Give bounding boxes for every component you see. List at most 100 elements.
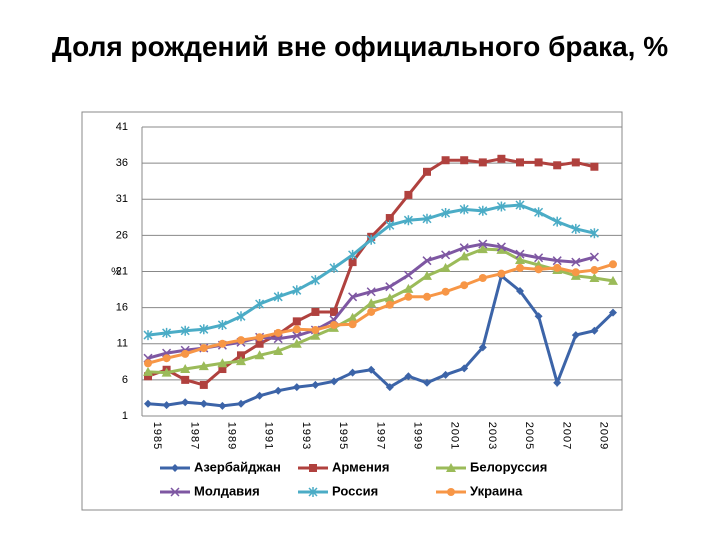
data-point	[385, 383, 394, 392]
data-point	[236, 356, 246, 366]
data-point	[366, 287, 376, 297]
data-point	[478, 205, 488, 216]
data-point	[496, 201, 506, 212]
data-point	[516, 263, 524, 272]
x-tick-label: 2005	[523, 422, 535, 450]
data-point	[348, 292, 358, 302]
data-point	[254, 350, 265, 360]
data-point	[199, 380, 208, 389]
x-tick-label: 1985	[151, 422, 163, 450]
data-point	[384, 293, 395, 303]
data-point	[589, 228, 599, 239]
data-point	[515, 254, 525, 264]
data-point	[534, 312, 543, 321]
data-point	[515, 249, 525, 259]
data-point	[292, 285, 302, 296]
data-point	[162, 327, 172, 338]
data-point	[460, 281, 469, 290]
chart-frame	[81, 111, 623, 511]
legend-label: Украина	[470, 483, 523, 498]
data-point	[534, 158, 543, 167]
data-point	[292, 331, 302, 341]
y-tick-label: 26	[116, 229, 128, 241]
data-point	[497, 154, 506, 163]
data-point	[143, 366, 153, 376]
data-point	[237, 399, 245, 408]
data-point	[459, 204, 469, 215]
data-point	[534, 207, 544, 218]
data-point	[553, 378, 562, 387]
x-tick-label: 2003	[486, 422, 498, 450]
data-point	[330, 320, 338, 329]
data-point	[478, 343, 487, 352]
data-point	[330, 377, 338, 386]
data-point	[236, 311, 246, 322]
data-point	[403, 283, 414, 293]
legend-label: Россия	[332, 483, 378, 498]
data-point	[590, 266, 599, 275]
data-point	[422, 256, 432, 266]
data-point	[273, 334, 283, 344]
x-tick-label: 1987	[188, 422, 200, 450]
data-point	[199, 344, 208, 353]
legend-marker	[309, 464, 317, 472]
data-point	[366, 234, 376, 245]
data-point	[348, 249, 358, 260]
y-tick-label: 11	[117, 338, 128, 350]
data-point	[497, 269, 506, 278]
data-point	[310, 275, 320, 286]
data-point	[571, 158, 580, 167]
data-point	[385, 220, 395, 231]
series-line	[147, 247, 614, 375]
y-tick-label: 16	[116, 302, 128, 314]
data-point	[441, 287, 450, 296]
x-tick-label: 2009	[597, 422, 609, 450]
data-point	[237, 351, 245, 360]
legend-label: Азербайджан	[194, 459, 281, 474]
data-point	[255, 333, 264, 342]
data-point	[143, 330, 153, 341]
data-point	[404, 372, 413, 381]
data-point	[217, 319, 227, 330]
data-point	[571, 268, 580, 277]
data-point	[516, 158, 524, 167]
data-point	[310, 330, 321, 340]
data-point	[218, 339, 227, 348]
legend-marker	[447, 488, 455, 496]
data-point	[590, 162, 599, 171]
data-point	[144, 359, 152, 368]
data-point	[162, 401, 171, 410]
data-point	[403, 215, 413, 226]
y-tick-label: 6	[122, 374, 128, 386]
data-point	[571, 223, 581, 234]
data-point	[589, 252, 599, 262]
data-point	[534, 253, 544, 263]
data-point	[460, 364, 469, 373]
data-point	[571, 257, 581, 267]
data-point	[292, 325, 301, 334]
data-point	[478, 239, 488, 249]
y-tick-label: 21	[116, 265, 128, 277]
data-point	[478, 274, 487, 283]
data-point	[404, 292, 413, 301]
chart-title: Доля рождений вне официального брака, %	[51, 31, 669, 62]
y-tick-label: 31	[116, 193, 128, 205]
data-point	[255, 339, 264, 348]
legend-label: Белоруссия	[470, 459, 547, 474]
data-point	[144, 372, 152, 381]
data-point	[180, 364, 191, 374]
legend-marker	[171, 464, 179, 472]
data-point	[422, 213, 432, 224]
data-point	[161, 367, 172, 377]
x-tick-label: 1997	[374, 422, 386, 450]
data-point	[311, 380, 320, 389]
data-point	[162, 354, 171, 363]
data-point	[459, 251, 470, 261]
data-point	[199, 324, 209, 335]
data-point	[329, 262, 339, 273]
y-tick-label: 41	[116, 121, 128, 133]
data-point	[422, 270, 432, 280]
data-point	[423, 378, 431, 387]
